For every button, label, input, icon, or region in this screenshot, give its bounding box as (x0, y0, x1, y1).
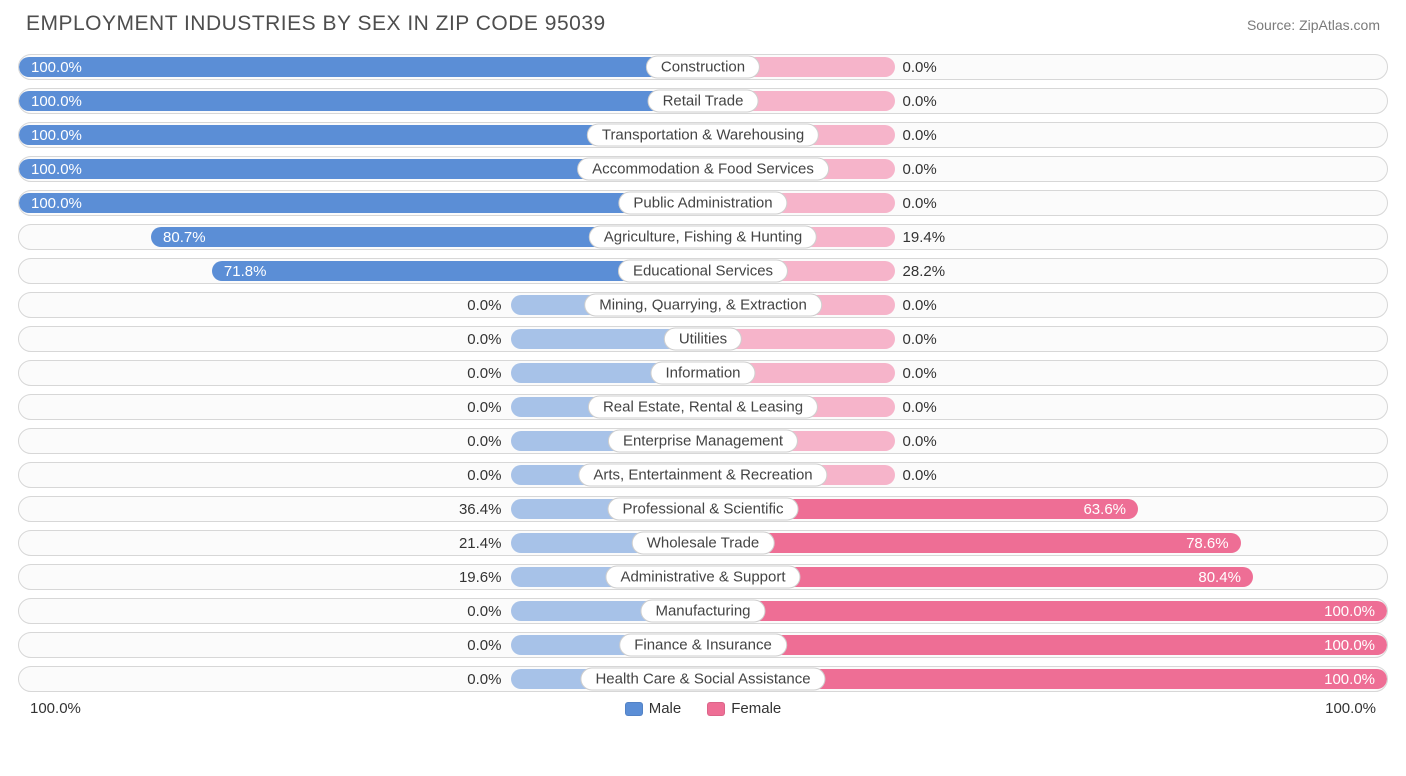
category-label: Transportation & Warehousing (587, 124, 819, 147)
category-label: Accommodation & Food Services (577, 158, 829, 181)
male-value: 100.0% (31, 193, 82, 213)
category-label: Utilities (664, 328, 742, 351)
chart-source: Source: ZipAtlas.com (1247, 17, 1380, 33)
female-value: 0.0% (903, 465, 937, 485)
female-bar: 78.6% (703, 533, 1241, 553)
category-label: Public Administration (618, 192, 787, 215)
female-value: 0.0% (903, 295, 937, 315)
category-label: Construction (646, 56, 760, 79)
category-label: Mining, Quarrying, & Extraction (584, 294, 822, 317)
legend-female-label: Female (731, 700, 781, 717)
male-value: 0.0% (467, 329, 501, 349)
male-value: 0.0% (467, 431, 501, 451)
category-label: Agriculture, Fishing & Hunting (589, 226, 817, 249)
chart-row: 0.0% 0.0% Arts, Entertainment & Recreation (18, 462, 1388, 488)
chart-area: 100.0% 0.0% Construction 100.0% 0.0% Retail T… (18, 54, 1388, 692)
female-value: 63.6% (1083, 499, 1126, 519)
chart-row: 100.0% 0.0% Public Administration (18, 190, 1388, 216)
male-value: 0.0% (467, 397, 501, 417)
axis-left-label: 100.0% (30, 700, 81, 717)
chart-row: 0.0% 100.0% Finance & Insurance (18, 632, 1388, 658)
chart-header: EMPLOYMENT INDUSTRIES BY SEX IN ZIP CODE… (18, 12, 1388, 36)
category-label: Information (650, 362, 755, 385)
legend-female: Female (707, 700, 781, 717)
category-label: Wholesale Trade (632, 532, 775, 555)
chart-row: 36.4% 63.6% Professional & Scientific (18, 496, 1388, 522)
female-value: 28.2% (903, 261, 946, 281)
female-value: 0.0% (903, 193, 937, 213)
male-bar: 100.0% (19, 91, 703, 111)
chart-row: 0.0% 100.0% Health Care & Social Assistanc… (18, 666, 1388, 692)
male-value: 100.0% (31, 57, 82, 77)
category-label: Administrative & Support (605, 566, 800, 589)
male-value: 0.0% (467, 601, 501, 621)
male-value: 0.0% (467, 669, 501, 689)
female-value: 0.0% (903, 91, 937, 111)
category-label: Finance & Insurance (619, 634, 787, 657)
category-label: Real Estate, Rental & Leasing (588, 396, 818, 419)
male-value: 100.0% (31, 91, 82, 111)
chart-title: EMPLOYMENT INDUSTRIES BY SEX IN ZIP CODE… (26, 12, 606, 36)
female-value: 78.6% (1186, 533, 1229, 553)
chart-row: 0.0% 0.0% Utilities (18, 326, 1388, 352)
male-bar: 100.0% (19, 57, 703, 77)
category-label: Retail Trade (648, 90, 759, 113)
category-label: Enterprise Management (608, 430, 798, 453)
female-value: 19.4% (903, 227, 946, 247)
chart-row: 100.0% 0.0% Transportation & Warehousing (18, 122, 1388, 148)
female-value: 0.0% (903, 159, 937, 179)
male-value: 71.8% (224, 261, 267, 281)
chart-row: 0.0% 0.0% Mining, Quarrying, & Extraction (18, 292, 1388, 318)
male-value: 80.7% (163, 227, 206, 247)
chart-row: 0.0% 100.0% Manufacturing (18, 598, 1388, 624)
axis-right-label: 100.0% (1325, 700, 1376, 717)
female-bar: 100.0% (703, 601, 1387, 621)
male-value: 36.4% (459, 499, 502, 519)
category-label: Health Care & Social Assistance (580, 668, 825, 691)
male-value: 100.0% (31, 159, 82, 179)
female-bar: 100.0% (703, 635, 1387, 655)
chart-row: 0.0% 0.0% Enterprise Management (18, 428, 1388, 454)
male-value: 0.0% (467, 635, 501, 655)
male-value: 19.6% (459, 567, 502, 587)
male-value: 0.0% (467, 465, 501, 485)
female-value: 0.0% (903, 125, 937, 145)
male-value: 0.0% (467, 363, 501, 383)
male-value: 21.4% (459, 533, 502, 553)
category-label: Manufacturing (640, 600, 765, 623)
female-value: 0.0% (903, 397, 937, 417)
male-bar: 100.0% (19, 193, 703, 213)
chart-row: 100.0% 0.0% Construction (18, 54, 1388, 80)
chart-row: 19.6% 80.4% Administrative & Support (18, 564, 1388, 590)
female-swatch (707, 702, 725, 716)
female-value: 0.0% (903, 363, 937, 383)
legend-male-label: Male (649, 700, 682, 717)
chart-row: 0.0% 0.0% Real Estate, Rental & Leasing (18, 394, 1388, 420)
male-value: 100.0% (31, 125, 82, 145)
chart-row: 71.8% 28.2% Educational Services (18, 258, 1388, 284)
female-value: 80.4% (1198, 567, 1241, 587)
chart-row: 100.0% 0.0% Accommodation & Food Services (18, 156, 1388, 182)
female-value: 100.0% (1324, 635, 1375, 655)
legend: Male Female (81, 700, 1325, 717)
male-swatch (625, 702, 643, 716)
female-value: 0.0% (903, 57, 937, 77)
female-value: 0.0% (903, 329, 937, 349)
female-value: 100.0% (1324, 601, 1375, 621)
chart-row: 80.7% 19.4% Agriculture, Fishing & Hunting (18, 224, 1388, 250)
category-label: Arts, Entertainment & Recreation (578, 464, 827, 487)
category-label: Educational Services (618, 260, 788, 283)
chart-footer: 100.0% Male Female 100.0% (18, 700, 1388, 717)
female-value: 0.0% (903, 431, 937, 451)
legend-male: Male (625, 700, 682, 717)
male-value: 0.0% (467, 295, 501, 315)
category-label: Professional & Scientific (608, 498, 799, 521)
chart-row: 100.0% 0.0% Retail Trade (18, 88, 1388, 114)
chart-row: 21.4% 78.6% Wholesale Trade (18, 530, 1388, 556)
female-value: 100.0% (1324, 669, 1375, 689)
chart-row: 0.0% 0.0% Information (18, 360, 1388, 386)
